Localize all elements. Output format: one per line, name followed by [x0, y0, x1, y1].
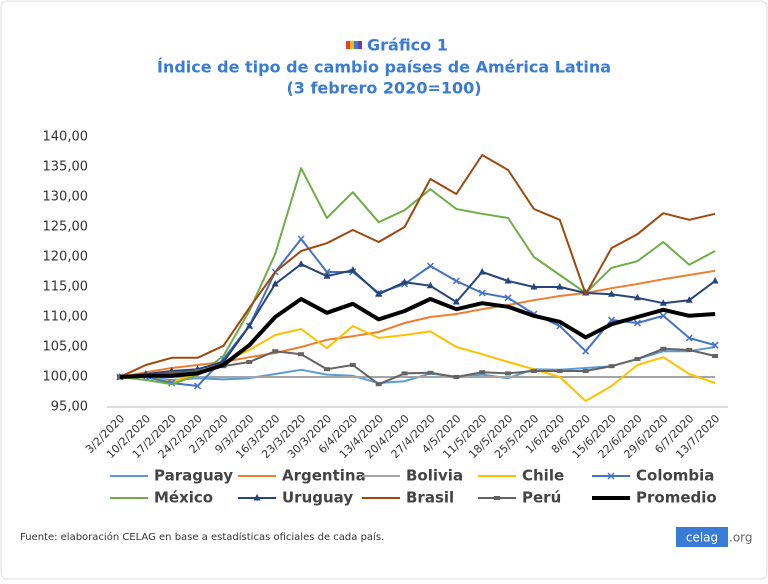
point-marker	[582, 347, 590, 355]
legend-label: Chile	[522, 467, 564, 485]
point-marker	[660, 346, 667, 351]
point-marker	[478, 289, 486, 297]
point-marker	[686, 348, 693, 352]
legend-label: México	[154, 489, 213, 507]
y-tick-label: 95,00	[51, 400, 88, 415]
y-tick-label: 135,00	[43, 160, 89, 175]
point-marker	[246, 360, 253, 364]
y-tick-label: 115,00	[43, 280, 89, 295]
point-marker	[634, 357, 641, 361]
point-marker	[426, 262, 434, 270]
logo-suffix: .org	[729, 531, 753, 545]
point-marker	[194, 369, 201, 373]
point-marker	[452, 277, 460, 285]
point-marker	[607, 472, 615, 480]
point-marker	[298, 352, 305, 357]
legend-label: Promedio	[636, 489, 717, 507]
y-tick-label: 110,00	[43, 310, 89, 325]
point-marker	[297, 235, 305, 243]
point-marker	[556, 369, 563, 373]
series-line	[119, 263, 716, 378]
point-marker	[608, 364, 615, 369]
source-note: Fuente: elaboración CELAG en base a esta…	[20, 531, 384, 543]
point-marker	[711, 341, 719, 349]
chart-title: Índice de tipo de cambio países de Améri…	[157, 58, 611, 77]
point-marker	[633, 319, 641, 327]
point-marker	[712, 354, 719, 358]
legend-label: Perú	[522, 489, 561, 507]
y-tick-label: 105,00	[43, 340, 89, 355]
point-marker	[194, 382, 202, 390]
point-marker	[375, 290, 383, 297]
point-marker	[504, 294, 512, 302]
point-marker	[685, 296, 693, 303]
point-marker	[401, 371, 408, 376]
point-marker	[452, 298, 460, 305]
point-marker	[633, 293, 641, 301]
chart-subtitle: (3 febrero 2020=100)	[286, 79, 481, 98]
point-marker	[323, 367, 330, 372]
point-marker	[245, 322, 253, 329]
point-marker	[426, 281, 434, 289]
legend-label: Bolivia	[406, 467, 463, 485]
point-marker	[504, 277, 512, 284]
y-tick-label: 140,00	[43, 130, 89, 145]
point-marker	[608, 290, 616, 297]
y-tick-label: 125,00	[43, 220, 89, 235]
legend-label: Argentina	[282, 467, 366, 485]
series-line	[119, 154, 716, 378]
chart-label: Gráfico 1	[367, 36, 448, 55]
point-marker	[323, 272, 331, 279]
point-marker	[479, 370, 486, 375]
y-tick-label: 130,00	[43, 190, 89, 205]
point-marker	[453, 375, 460, 379]
point-marker	[494, 496, 500, 500]
point-marker	[297, 260, 305, 267]
legend-label: Colombia	[636, 467, 714, 485]
legend-label: Uruguay	[282, 489, 353, 507]
series-line	[119, 297, 716, 379]
title-icon	[346, 41, 362, 49]
point-marker	[349, 266, 357, 273]
point-marker	[272, 349, 279, 354]
logo-name: celag	[686, 531, 718, 545]
point-marker	[659, 299, 667, 306]
point-marker	[253, 494, 261, 501]
legend-label: Brasil	[406, 489, 454, 507]
point-marker	[582, 369, 589, 373]
point-marker	[659, 312, 667, 320]
logo-box	[676, 527, 728, 547]
point-marker	[505, 371, 512, 376]
point-marker	[478, 268, 486, 275]
point-marker	[168, 370, 175, 375]
point-marker	[271, 280, 279, 287]
point-marker	[401, 278, 409, 285]
point-marker	[427, 370, 434, 375]
point-marker	[323, 268, 331, 276]
y-tick-label: 120,00	[43, 250, 89, 265]
point-marker	[530, 369, 537, 373]
y-tick-label: 100,00	[43, 370, 89, 385]
point-marker	[556, 283, 564, 290]
point-marker	[711, 277, 719, 284]
point-marker	[375, 382, 382, 387]
point-marker	[530, 283, 538, 290]
legend-label: Paraguay	[154, 467, 233, 485]
point-marker	[349, 363, 356, 367]
point-marker	[685, 334, 693, 342]
series-line	[119, 167, 716, 386]
point-marker	[168, 379, 176, 387]
